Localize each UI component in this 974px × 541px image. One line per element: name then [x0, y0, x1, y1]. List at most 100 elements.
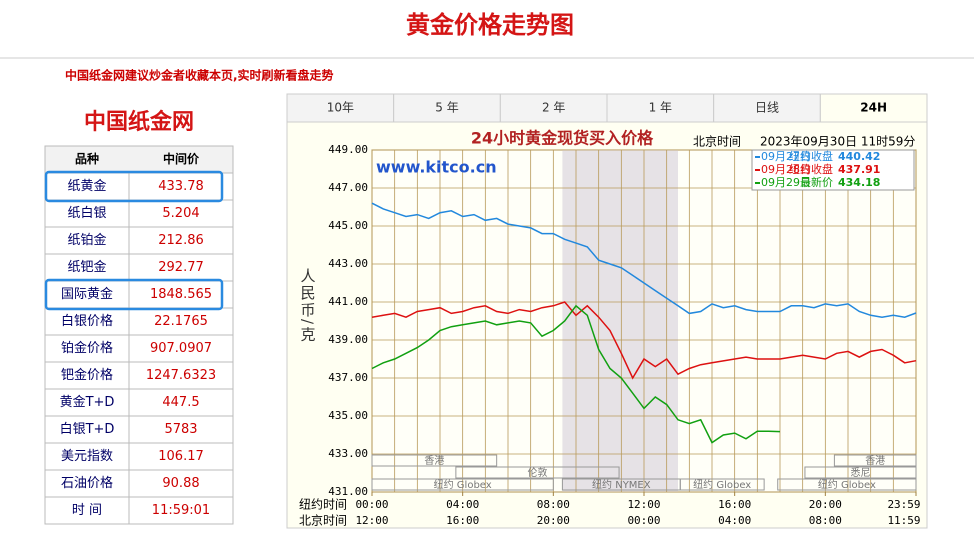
session-label: 纽约 Globex	[693, 478, 751, 491]
series-line	[371, 202, 917, 318]
page-title: 黄金价格走势图	[406, 11, 574, 39]
tab[interactable]	[393, 93, 501, 123]
row-value: 5.204	[162, 206, 199, 221]
x-tick-label: 08:00	[809, 514, 842, 527]
legend-value: 437.91	[838, 163, 880, 176]
row-value: 5783	[164, 422, 197, 437]
tab-label[interactable]: 2 年	[542, 101, 565, 115]
y-tick-label: 433.00	[328, 447, 368, 460]
row-label: 纸黄金	[67, 178, 106, 194]
table-cell	[44, 172, 130, 201]
session-band	[371, 478, 554, 491]
x-tick-label: 16:00	[446, 514, 479, 527]
x-tick-label: 12:00	[627, 498, 660, 511]
y-tick-label: 449.00	[328, 143, 368, 156]
x-tick-label: 23:59	[887, 498, 920, 511]
row-label: 时 间	[72, 503, 102, 518]
table-cell	[128, 226, 234, 255]
site-name: 中国纸金网	[84, 109, 194, 135]
table-cell	[44, 280, 130, 309]
session-band	[833, 454, 917, 467]
series-line	[371, 304, 781, 444]
row-label: 纸钯金	[67, 259, 106, 275]
highlight-box	[44, 170, 224, 203]
x-tick-label: 11:59	[887, 514, 920, 527]
session-label: 香港	[865, 455, 885, 467]
tab[interactable]	[499, 93, 608, 123]
row-label: 黄金T+D	[60, 394, 115, 410]
chart-title: 24小时黄金现货买入价格	[471, 129, 654, 148]
legend-note: 纽约收盘	[789, 162, 833, 176]
row-value: 1247.6323	[146, 368, 216, 383]
x-tick-label: 00:00	[355, 498, 388, 511]
table-cell	[128, 334, 234, 363]
tab-label[interactable]: 日线	[755, 101, 779, 115]
tab[interactable]	[713, 93, 821, 123]
time-label: 北京时间	[693, 135, 741, 149]
series-line	[371, 301, 917, 380]
session-band	[804, 466, 917, 479]
row-label: 国际黄金	[61, 286, 113, 302]
row-value: 90.88	[162, 476, 199, 491]
row-value: 212.86	[158, 233, 204, 248]
y-tick-label: 447.00	[328, 181, 368, 194]
x-tick-label: 20:00	[537, 514, 570, 527]
x-tick-label: 08:00	[537, 498, 570, 511]
legend-note: 最新价	[800, 175, 833, 189]
row-value: 907.0907	[150, 341, 212, 356]
y-tick-label: 439.00	[328, 333, 368, 346]
table-cell	[44, 496, 130, 525]
session-band	[455, 466, 620, 479]
table-cell	[128, 253, 234, 282]
legend-note: 纽约收盘	[789, 149, 833, 163]
tab-label[interactable]: 1 年	[649, 101, 672, 115]
tab-label[interactable]: 5 年	[435, 101, 458, 115]
highlight-box	[44, 278, 224, 311]
table-cell	[44, 469, 130, 498]
session-label: 伦敦	[527, 466, 547, 479]
table-cell	[44, 388, 130, 417]
notice: 中国纸金网建议炒金者收藏本页,实时刷新看盘走势	[65, 68, 334, 83]
row-label: 铂金价格	[61, 340, 113, 356]
row-label: 钯金价格	[61, 367, 113, 383]
x-axis-name: 北京时间	[299, 514, 347, 528]
tab[interactable]	[606, 93, 715, 123]
session-band	[371, 454, 498, 467]
shaded-session	[562, 150, 678, 492]
y-tick-label: 437.00	[328, 371, 368, 384]
row-value: 106.17	[158, 449, 204, 464]
table-cell	[128, 469, 234, 498]
legend-value: 434.18	[838, 176, 880, 189]
tab[interactable]	[819, 93, 928, 123]
tab-label[interactable]: 24H	[860, 101, 887, 115]
row-label: 美元指数	[61, 449, 113, 464]
x-tick-label: 12:00	[355, 514, 388, 527]
tab-label[interactable]: 10年	[327, 101, 354, 115]
x-tick-label: 00:00	[627, 514, 660, 527]
session-label: 纽约 Globex	[434, 478, 492, 491]
table-cell	[128, 388, 234, 417]
y-tick-label: 445.00	[328, 219, 368, 232]
legend-name: 09月27日	[761, 150, 811, 163]
row-label: 纸铂金	[67, 232, 106, 248]
x-tick-label: 04:00	[446, 498, 479, 511]
y-axis-label: 人民币/克	[299, 268, 317, 343]
row-label: 白银价格	[61, 313, 113, 329]
table-cell	[128, 280, 234, 309]
tab[interactable]	[286, 93, 395, 123]
row-value: 1848.565	[150, 287, 212, 302]
row-value: 447.5	[162, 395, 199, 410]
row-value: 11:59:01	[152, 503, 210, 518]
y-tick-label: 441.00	[328, 295, 368, 308]
session-band	[679, 478, 765, 491]
table-header: 品种	[75, 151, 99, 166]
legend-box	[751, 149, 915, 191]
watermark: www.kitco.cn	[376, 158, 497, 177]
session-label: 纽约 Globex	[818, 478, 876, 491]
table-cell	[128, 307, 234, 336]
table-cell	[44, 334, 130, 363]
table-cell	[128, 199, 234, 228]
legend-name: 09月29日	[761, 176, 811, 189]
